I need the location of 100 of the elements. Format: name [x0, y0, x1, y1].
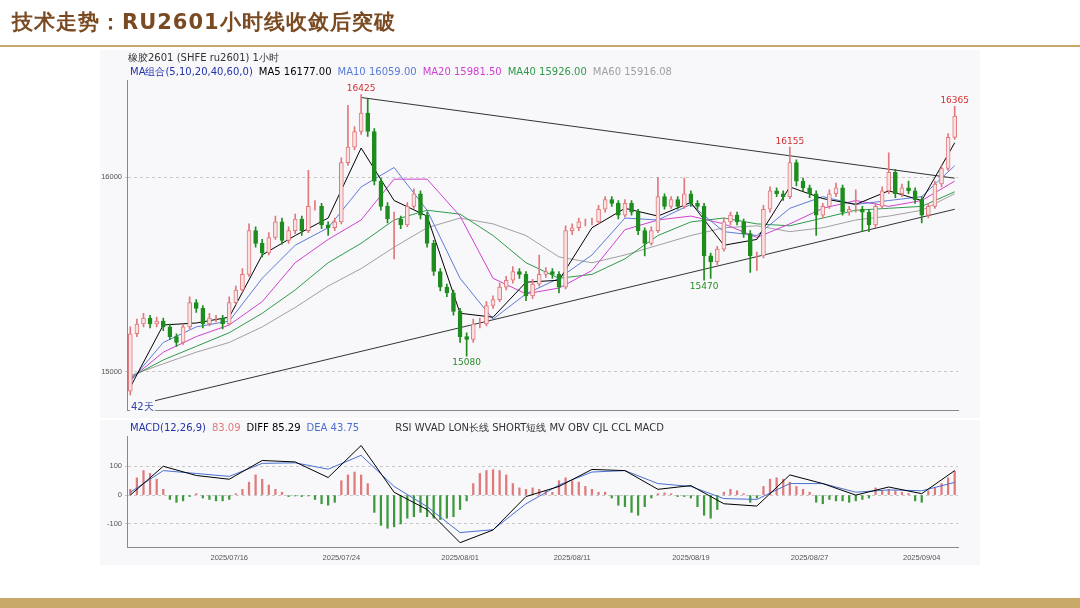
legend-title: MACD(12,26,9)	[130, 422, 206, 433]
candlestick	[240, 268, 245, 293]
candlestick	[497, 282, 502, 302]
candlestick	[761, 205, 766, 259]
bar	[927, 490, 930, 495]
bar	[485, 470, 488, 495]
bar	[379, 495, 383, 526]
candlestick	[860, 206, 865, 232]
bar	[795, 486, 798, 495]
candlestick	[741, 218, 746, 238]
bar	[327, 495, 330, 506]
candlestick	[827, 189, 832, 209]
candlestick	[774, 187, 779, 197]
candlestick	[431, 240, 437, 276]
candlestick	[662, 193, 667, 210]
bar	[637, 495, 640, 516]
bar	[373, 495, 376, 513]
candlestick	[596, 205, 601, 225]
candlestick	[484, 301, 489, 327]
bar	[643, 495, 646, 507]
candlestick	[273, 215, 278, 240]
bar	[313, 495, 317, 500]
bar	[274, 489, 277, 495]
bar	[663, 492, 666, 495]
candlestick	[794, 159, 799, 187]
candlestick	[616, 200, 621, 220]
bar	[702, 495, 706, 516]
text: DEA 43.75	[306, 422, 360, 433]
annotation: 16365	[940, 95, 970, 106]
candlestick	[530, 278, 535, 300]
bar	[920, 495, 923, 503]
candlestick	[141, 312, 146, 328]
text: 83.09	[211, 422, 241, 433]
bar	[551, 491, 554, 495]
bar	[386, 495, 389, 529]
chart-title: 技术走势：RU2601小时线收敛后突破	[12, 9, 396, 36]
chart-subtitle: 橡胶2601 (SHFE ru2601) 1小时	[128, 51, 279, 65]
candlestick	[352, 126, 357, 151]
candlestick	[418, 190, 423, 220]
candlestick	[728, 211, 733, 226]
bar	[465, 495, 468, 502]
candlestick	[840, 184, 845, 216]
candlestick	[925, 203, 931, 219]
bar	[333, 495, 336, 503]
text: MA10 16059.00	[337, 66, 417, 77]
bar	[590, 489, 594, 495]
text: MA40 15926.00	[507, 66, 587, 77]
candlestick	[319, 203, 324, 230]
bar	[848, 495, 851, 503]
bar	[491, 469, 495, 495]
bar	[458, 495, 462, 510]
bar	[729, 489, 732, 495]
candlestick	[695, 200, 700, 210]
candlestick	[563, 225, 568, 290]
bar	[142, 470, 145, 495]
candlestick	[648, 226, 654, 246]
bar	[735, 490, 739, 495]
candlestick	[464, 332, 469, 357]
bar	[617, 495, 620, 506]
bar	[181, 495, 185, 502]
text: MA60 15916.08	[592, 66, 672, 77]
annotation: 15080	[452, 356, 482, 367]
candlestick	[451, 289, 456, 316]
bar	[353, 471, 356, 495]
text: MA20 15981.50	[422, 66, 502, 77]
bar	[511, 483, 514, 495]
bar	[696, 495, 699, 507]
bar	[801, 489, 805, 495]
bar	[228, 495, 231, 500]
candlestick	[939, 165, 944, 188]
candlestick	[220, 314, 225, 330]
candlestick	[629, 200, 634, 216]
annotation: 16155	[775, 135, 805, 146]
bar	[208, 495, 211, 500]
legend-title: MA组合(5,10,20,40,60,0)	[130, 66, 253, 77]
bar	[597, 491, 600, 495]
annotation: 15470	[689, 281, 719, 292]
annotation: 16425	[346, 83, 376, 94]
candlestick	[174, 333, 179, 347]
bar	[168, 495, 171, 500]
candlestick	[187, 296, 192, 330]
bar	[221, 495, 224, 502]
bar	[762, 486, 765, 495]
bar	[841, 495, 844, 502]
bar	[861, 495, 864, 500]
candlestick	[371, 128, 377, 186]
bar	[524, 489, 528, 495]
bar	[452, 495, 455, 518]
bar	[254, 474, 257, 495]
candlestick	[339, 157, 344, 225]
candlestick	[207, 312, 212, 327]
candlestick	[517, 268, 522, 279]
bar	[175, 495, 178, 503]
bar	[623, 495, 627, 507]
candlestick	[893, 169, 898, 198]
bar	[340, 480, 343, 495]
annotation: 42天	[130, 400, 155, 414]
candlestick	[873, 203, 878, 229]
bar	[518, 487, 521, 495]
candlestick	[550, 268, 555, 279]
